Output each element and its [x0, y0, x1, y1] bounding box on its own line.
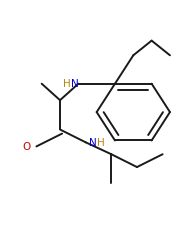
Text: N: N: [71, 79, 79, 89]
Text: H: H: [63, 79, 71, 89]
Text: N: N: [89, 138, 97, 148]
Text: O: O: [22, 142, 30, 152]
Text: H: H: [97, 138, 104, 148]
